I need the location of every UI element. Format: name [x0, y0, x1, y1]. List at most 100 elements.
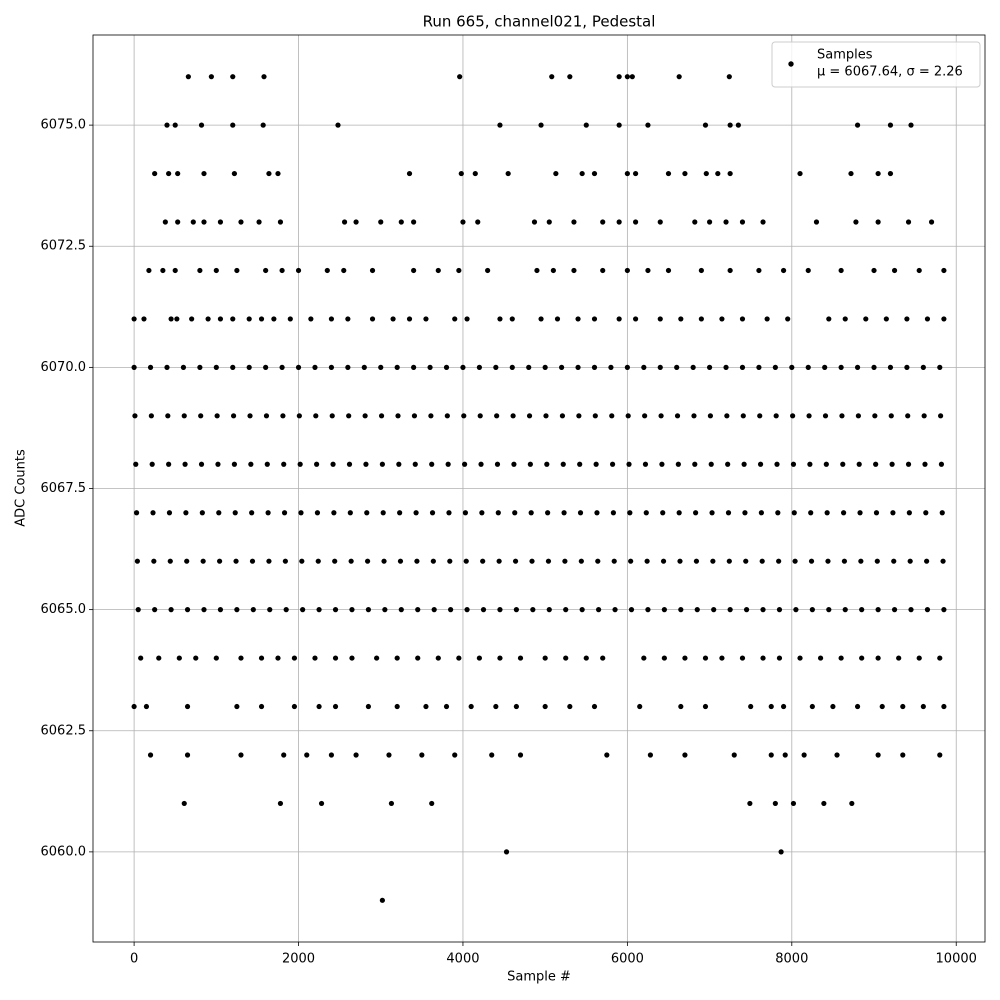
data-point	[577, 461, 583, 467]
y-axis-label: ADC Counts	[14, 449, 29, 527]
data-point	[314, 510, 321, 516]
data-point	[201, 219, 207, 225]
data-point	[676, 74, 682, 80]
data-point	[600, 655, 606, 661]
data-point	[840, 510, 847, 516]
data-point	[398, 607, 404, 613]
data-point	[632, 170, 639, 177]
data-point	[628, 558, 634, 564]
data-point	[554, 316, 561, 322]
data-point	[406, 170, 413, 177]
data-point	[693, 510, 699, 516]
data-point	[538, 122, 544, 128]
data-point	[941, 267, 947, 274]
data-point	[840, 461, 846, 467]
data-point	[378, 413, 385, 419]
x-tick-label: 0	[130, 952, 138, 967]
data-point	[642, 461, 649, 467]
data-point	[875, 655, 881, 661]
data-point	[133, 461, 139, 467]
data-point	[678, 703, 684, 710]
data-point	[168, 316, 174, 322]
data-point	[805, 267, 811, 274]
data-point	[527, 461, 533, 467]
data-point	[879, 703, 885, 710]
data-point	[165, 413, 171, 419]
data-point	[485, 267, 491, 274]
data-point	[545, 510, 551, 516]
data-point	[329, 413, 335, 419]
data-point	[233, 558, 239, 564]
data-point	[287, 316, 293, 322]
data-point	[275, 655, 281, 661]
data-point	[889, 461, 895, 467]
data-point	[616, 122, 622, 128]
data-point	[916, 267, 922, 274]
data-point	[201, 170, 207, 177]
data-point	[362, 413, 368, 419]
data-point	[332, 607, 339, 613]
data-point	[182, 461, 188, 467]
data-point	[198, 413, 204, 419]
data-point	[175, 219, 181, 225]
data-point	[642, 413, 648, 419]
data-point	[277, 800, 284, 807]
data-point	[856, 461, 862, 467]
data-point	[791, 510, 797, 516]
data-point	[644, 558, 650, 564]
data-point	[197, 267, 203, 274]
data-point	[493, 364, 499, 370]
data-point	[567, 74, 573, 80]
data-point	[792, 558, 798, 564]
data-point	[859, 607, 865, 613]
data-point	[939, 510, 945, 516]
data-point	[887, 122, 894, 128]
data-point	[747, 800, 753, 807]
data-point	[561, 510, 567, 516]
data-point	[496, 558, 502, 564]
data-point	[476, 655, 482, 661]
y-tick-label: 6060.0	[41, 844, 87, 859]
data-point	[200, 558, 206, 564]
data-point	[232, 510, 238, 516]
data-point	[298, 510, 304, 516]
data-point	[411, 364, 417, 370]
data-point	[281, 461, 287, 467]
data-point	[760, 607, 766, 613]
data-point	[395, 413, 401, 419]
data-point	[397, 558, 404, 564]
data-point	[941, 316, 947, 322]
axes-frame	[92, 34, 986, 943]
data-point	[678, 316, 684, 322]
data-point	[575, 316, 581, 322]
data-point	[923, 510, 929, 516]
data-point	[216, 510, 222, 516]
data-point	[778, 849, 784, 855]
data-point	[908, 122, 914, 128]
data-point	[134, 558, 140, 564]
data-point	[891, 267, 898, 274]
data-point	[727, 122, 733, 128]
data-point	[246, 364, 252, 370]
data-point	[181, 413, 187, 419]
data-point	[789, 364, 795, 370]
data-point	[398, 219, 404, 225]
data-point	[768, 752, 774, 758]
data-point	[230, 413, 237, 419]
data-point	[616, 316, 622, 322]
data-point	[234, 267, 240, 274]
data-point	[756, 364, 762, 370]
data-point	[546, 219, 552, 225]
data-point	[797, 655, 803, 661]
data-point	[256, 219, 262, 225]
data-point	[760, 219, 766, 225]
data-point	[772, 364, 778, 370]
data-point	[509, 364, 515, 370]
data-point	[938, 461, 945, 467]
data-point	[647, 752, 653, 758]
data-point	[776, 655, 783, 661]
data-point	[281, 510, 288, 516]
data-point	[727, 607, 733, 613]
data-point	[461, 413, 467, 419]
